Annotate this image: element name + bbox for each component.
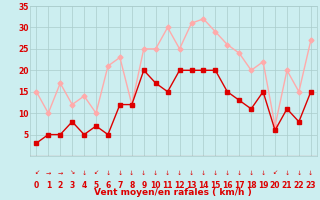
Text: ↓: ↓ <box>153 170 158 176</box>
Text: 13: 13 <box>186 180 197 190</box>
Text: 2: 2 <box>58 180 63 190</box>
Text: ↓: ↓ <box>296 170 301 176</box>
Text: ↓: ↓ <box>213 170 218 176</box>
Text: ↓: ↓ <box>117 170 123 176</box>
Text: ↘: ↘ <box>69 170 75 176</box>
Text: ↓: ↓ <box>177 170 182 176</box>
Text: ↓: ↓ <box>236 170 242 176</box>
Text: 5: 5 <box>93 180 99 190</box>
Text: ↓: ↓ <box>141 170 146 176</box>
Text: ↓: ↓ <box>201 170 206 176</box>
Text: ↓: ↓ <box>129 170 134 176</box>
Text: ↓: ↓ <box>249 170 254 176</box>
Text: 18: 18 <box>246 180 256 190</box>
Text: 20: 20 <box>270 180 280 190</box>
Text: 21: 21 <box>282 180 292 190</box>
Text: 16: 16 <box>222 180 233 190</box>
Text: →: → <box>58 170 63 176</box>
Text: ↓: ↓ <box>284 170 290 176</box>
Text: 6: 6 <box>105 180 111 190</box>
Text: 23: 23 <box>306 180 316 190</box>
Text: →: → <box>46 170 51 176</box>
Text: 7: 7 <box>117 180 123 190</box>
Text: ↙: ↙ <box>93 170 99 176</box>
Text: 12: 12 <box>174 180 185 190</box>
Text: 14: 14 <box>198 180 209 190</box>
Text: 4: 4 <box>82 180 87 190</box>
Text: 9: 9 <box>141 180 146 190</box>
Text: ↓: ↓ <box>308 170 314 176</box>
Text: ↓: ↓ <box>189 170 194 176</box>
Text: ↓: ↓ <box>165 170 170 176</box>
Text: 3: 3 <box>69 180 75 190</box>
Text: 15: 15 <box>210 180 220 190</box>
Text: 0: 0 <box>34 180 39 190</box>
Text: 11: 11 <box>162 180 173 190</box>
Text: Vent moyen/en rafales ( km/h ): Vent moyen/en rafales ( km/h ) <box>94 188 252 197</box>
Text: ↓: ↓ <box>225 170 230 176</box>
Text: ↙: ↙ <box>272 170 278 176</box>
Text: ↓: ↓ <box>260 170 266 176</box>
Text: 19: 19 <box>258 180 268 190</box>
Text: 10: 10 <box>150 180 161 190</box>
Text: ↓: ↓ <box>105 170 111 176</box>
Text: 17: 17 <box>234 180 244 190</box>
Text: 8: 8 <box>129 180 134 190</box>
Text: 22: 22 <box>294 180 304 190</box>
Text: ↙: ↙ <box>34 170 39 176</box>
Text: ↓: ↓ <box>82 170 87 176</box>
Text: 1: 1 <box>46 180 51 190</box>
